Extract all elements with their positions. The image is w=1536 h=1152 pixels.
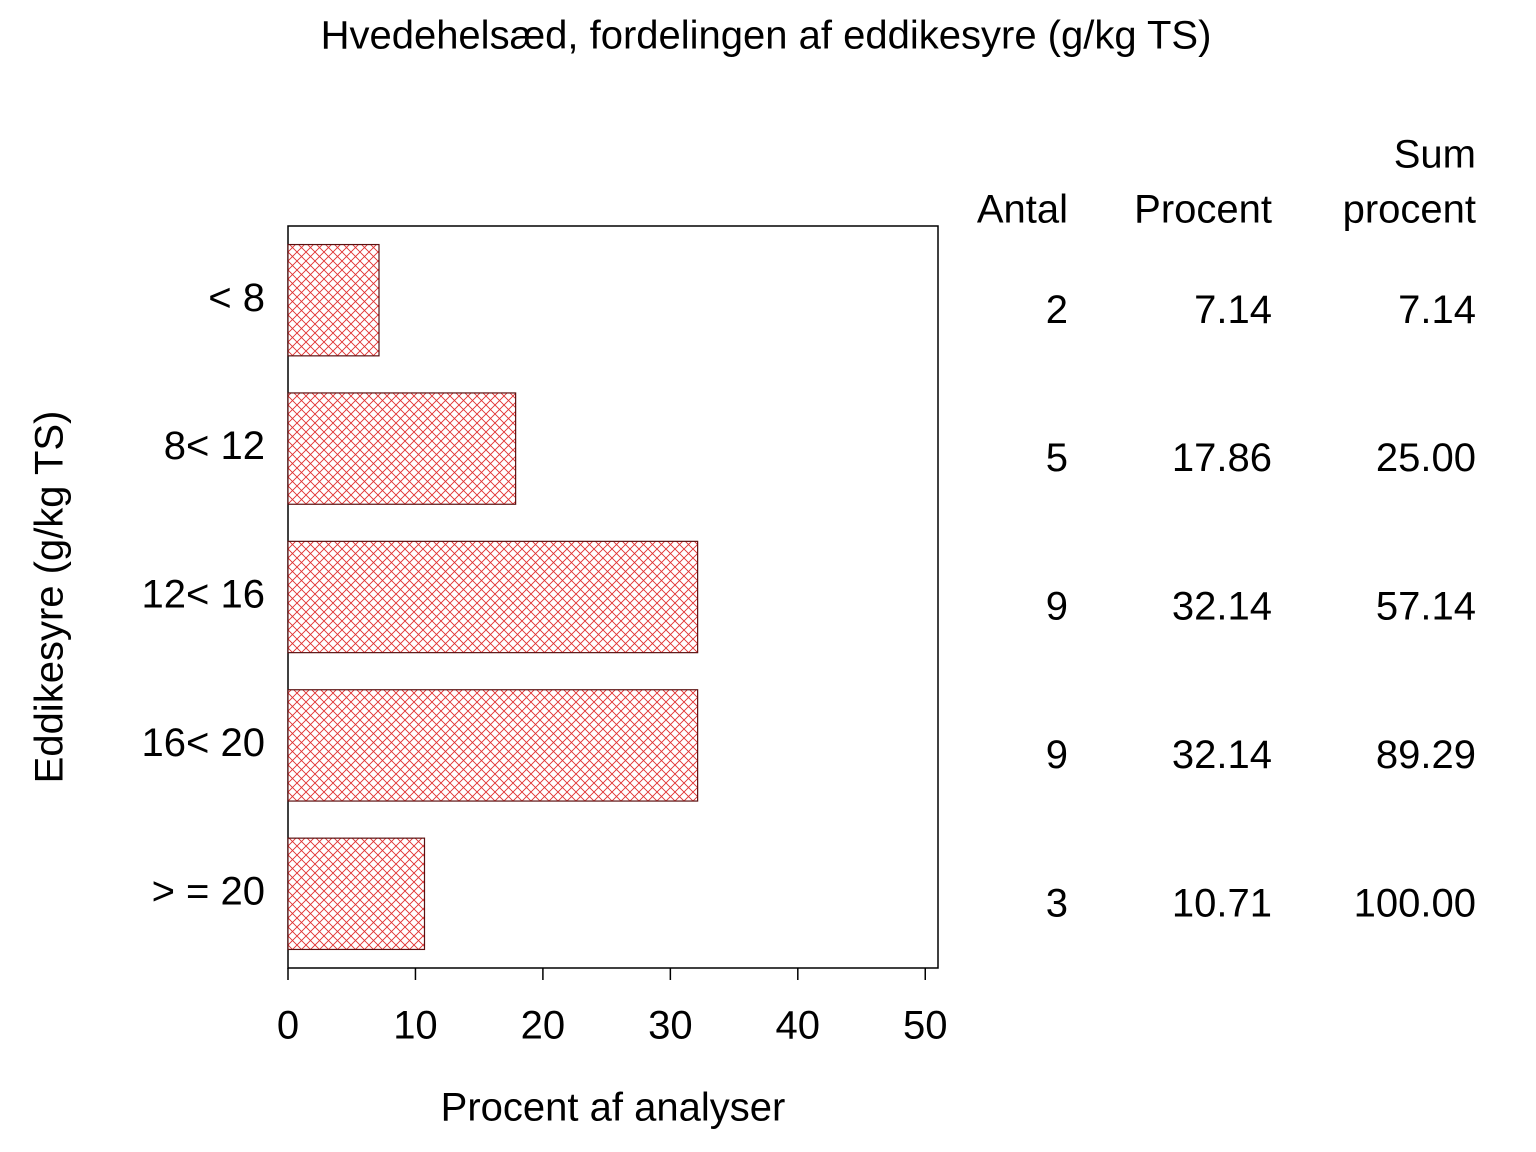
- x-tick-label: 10: [393, 1004, 438, 1048]
- bar: [287, 392, 517, 505]
- bar: [287, 837, 426, 951]
- x-tick-label: 0: [277, 1004, 299, 1048]
- bar: [287, 540, 699, 654]
- table-header: Sum: [1394, 133, 1476, 177]
- table-cell: 7.14: [1398, 288, 1476, 332]
- chart-title: Hvedehelsæd, fordelingen af eddikesyre (…: [321, 14, 1212, 58]
- table-cell: 10.71: [1172, 881, 1272, 925]
- table-cell: 89.29: [1376, 733, 1476, 777]
- table-cell: 100.00: [1354, 881, 1476, 925]
- y-tick-label: < 8: [208, 276, 265, 320]
- table-header: procent: [1343, 188, 1476, 232]
- y-tick-label: 12< 16: [142, 573, 265, 617]
- y-tick-label: 16< 20: [142, 721, 265, 765]
- table-header: Antal: [977, 188, 1068, 232]
- y-axis-label: Eddikesyre (g/kg TS): [28, 411, 72, 784]
- table-cell: 3: [1046, 881, 1068, 925]
- x-tick-label: 50: [903, 1004, 948, 1048]
- table-cell: 57.14: [1376, 585, 1476, 629]
- x-tick-label: 40: [776, 1004, 821, 1048]
- x-tick-label: 30: [648, 1004, 693, 1048]
- table-cell: 9: [1046, 585, 1068, 629]
- table-cell: 2: [1046, 288, 1068, 332]
- table-cell: 32.14: [1172, 733, 1272, 777]
- table-cell: 7.14: [1194, 288, 1272, 332]
- table-cell: 17.86: [1172, 436, 1272, 480]
- bar: [287, 689, 699, 802]
- table-cell: 5: [1046, 436, 1068, 480]
- y-tick-label: 8< 12: [164, 424, 265, 468]
- table-header: Procent: [1134, 188, 1272, 232]
- table-cell: 32.14: [1172, 585, 1272, 629]
- bar: [287, 243, 380, 357]
- table-cell: 9: [1046, 733, 1068, 777]
- table-cell: 25.00: [1376, 436, 1476, 480]
- x-axis-label: Procent af analyser: [441, 1086, 786, 1130]
- x-tick-label: 20: [521, 1004, 566, 1048]
- y-tick-label: > = 20: [152, 869, 265, 913]
